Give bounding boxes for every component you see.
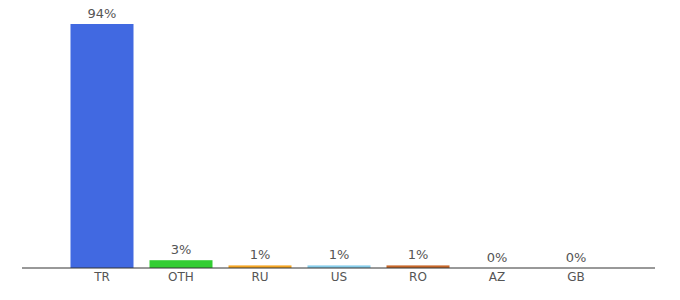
x-tick-label: OTH [168,270,194,284]
x-tick-label: RO [409,270,427,284]
axis-line [22,268,655,269]
data-label: 0% [566,250,587,265]
chart: 94% 3% 1% 1% 1% 0% 0% TR OTH RU US RO AZ GB [0,0,680,300]
data-label: 94% [88,6,117,21]
data-label: 1% [408,247,429,262]
x-tick-label: US [331,270,347,284]
x-tick-label: GB [567,270,585,284]
bar [150,260,213,268]
data-label: 1% [250,247,271,262]
data-label: 1% [329,247,350,262]
x-tick-label: RU [251,270,268,284]
bars [71,24,450,268]
data-label: 0% [487,250,508,265]
bar [71,24,134,268]
x-tick-label: AZ [489,270,505,284]
x-tick-label: TR [93,270,110,284]
labels: 94% 3% 1% 1% 1% 0% 0% [88,6,587,265]
data-label: 3% [171,242,192,257]
